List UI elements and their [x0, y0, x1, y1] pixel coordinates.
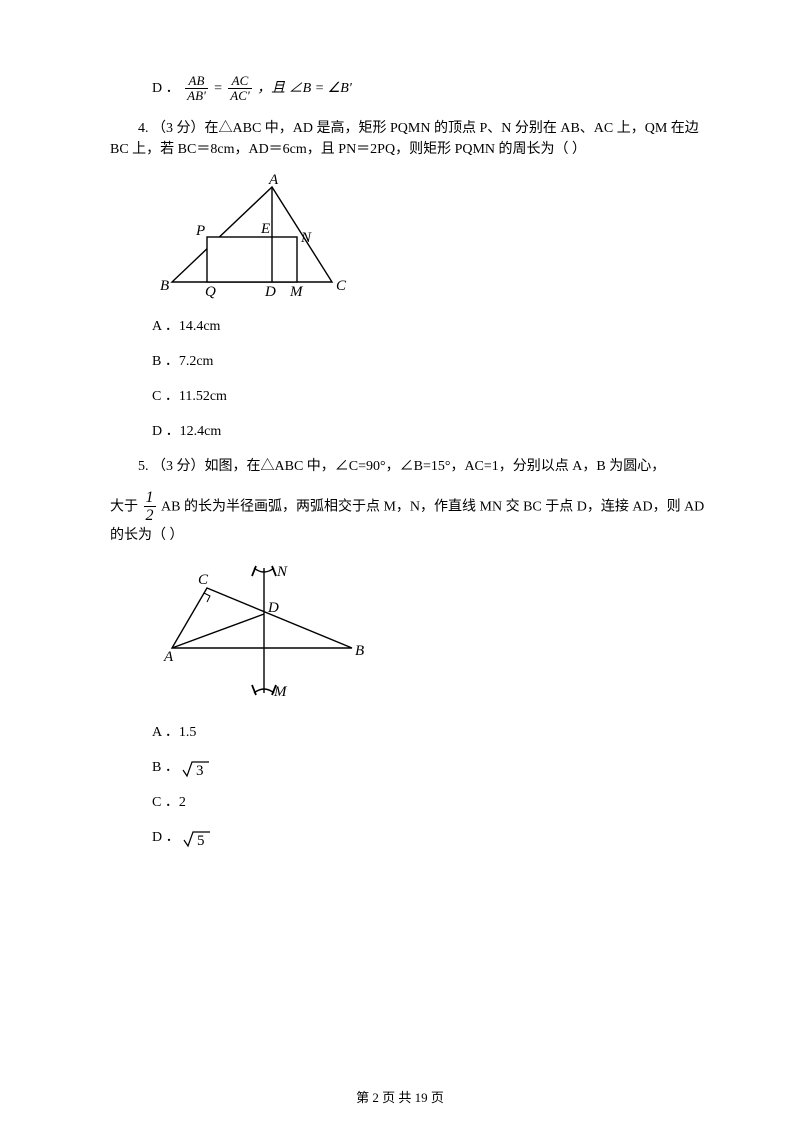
svg-text:B: B — [160, 278, 169, 294]
q5-option-b: B ． 3 — [152, 757, 710, 778]
svg-text:M: M — [273, 684, 288, 700]
q3-d-prefix: D ． — [152, 81, 180, 96]
svg-text:N: N — [300, 230, 312, 246]
sqrt5: 5 — [183, 830, 211, 845]
q5-line2: 大于 1 2 AB 的长为半径画弧，两弧相交于点 M，N，作直线 MN 交 BC… — [110, 489, 710, 546]
q4-text: 4. （3 分）在△ABC 中，AD 是高，矩形 PQMN 的顶点 P、N 分别… — [110, 118, 710, 160]
page-footer: 第 2 页 共 19 页 — [0, 1087, 800, 1106]
q4-figure: A B C P E N Q D M — [152, 172, 710, 302]
q4-option-d: D ．12.4cm — [152, 421, 710, 442]
svg-text:D: D — [264, 284, 276, 300]
svg-text:C: C — [198, 572, 209, 588]
frac-ac: AC AC' — [228, 74, 251, 104]
svg-text:B: B — [355, 643, 364, 659]
frac-half: 1 2 — [144, 489, 156, 525]
q3-d-tail: ，且 ∠B = ∠B' — [257, 81, 352, 96]
q5-option-a: A ．1.5 — [152, 722, 710, 743]
q4-option-b: B ．7.2cm — [152, 351, 710, 372]
svg-text:N: N — [276, 564, 288, 580]
svg-text:P: P — [195, 223, 205, 239]
svg-text:A: A — [268, 172, 279, 188]
q5-line1: 5. （3 分）如图，在△ABC 中，∠C=90°，∠B=15°，AC=1，分别… — [110, 456, 710, 477]
svg-text:5: 5 — [197, 833, 205, 848]
svg-text:D: D — [267, 600, 279, 616]
svg-text:E: E — [260, 221, 270, 237]
eq1: = — [213, 81, 226, 96]
q5-figure: A B C D N M — [152, 558, 710, 708]
sqrt3: 3 — [182, 760, 210, 775]
svg-text:C: C — [336, 278, 347, 294]
q4-option-c: C ．11.52cm — [152, 386, 710, 407]
svg-text:A: A — [163, 649, 174, 665]
q4-option-a: A ．14.4cm — [152, 316, 710, 337]
svg-text:M: M — [289, 284, 304, 300]
q3-option-d: D ． AB AB' = AC AC' ，且 ∠B = ∠B' — [152, 74, 710, 104]
q5-option-c: C ．2 — [152, 792, 710, 813]
frac-ab: AB AB' — [185, 74, 208, 104]
svg-text:3: 3 — [196, 763, 204, 778]
q5-option-d: D ． 5 — [152, 827, 710, 848]
svg-text:Q: Q — [205, 284, 216, 300]
